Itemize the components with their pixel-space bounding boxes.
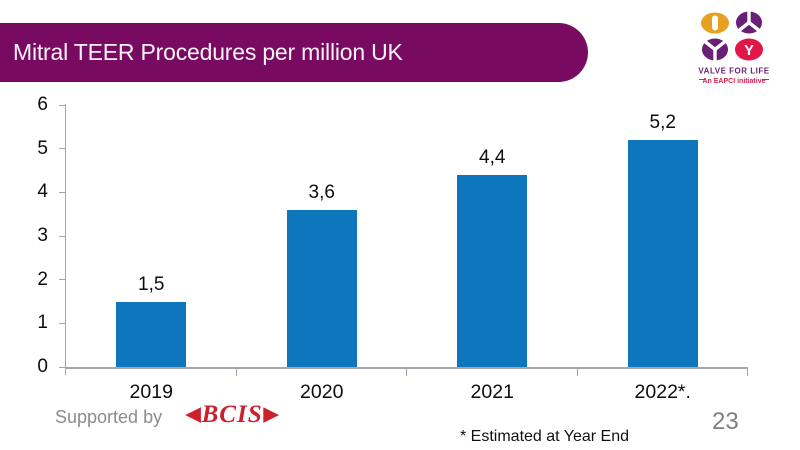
bar-value-label: 1,5 xyxy=(138,273,165,295)
y-tick-label: 6 xyxy=(37,94,48,115)
eapci-initiative-label: An EAPCI initiative xyxy=(702,78,765,85)
title-banner: Mitral TEER Procedures per million UK xyxy=(0,23,588,82)
y-tick xyxy=(59,279,65,281)
y-tick-label: 1 xyxy=(37,312,48,334)
y-tick-label: 4 xyxy=(37,181,48,203)
bcis-left-arrow-icon: ◀ xyxy=(186,404,201,425)
y-tick-label: 3 xyxy=(37,225,48,246)
bar xyxy=(116,301,187,367)
y-tick xyxy=(59,235,65,237)
supported-by-label: Supported by xyxy=(55,407,163,427)
bcis-wordmark: BCIS xyxy=(201,401,263,428)
bar xyxy=(627,139,698,367)
x-tick xyxy=(406,368,407,376)
y-tick-label: 5 xyxy=(37,137,48,159)
valve-y-letter: Y xyxy=(744,42,754,59)
y-tick xyxy=(59,104,65,106)
x-axis xyxy=(66,367,748,369)
footnote: * Estimated at Year End xyxy=(460,428,629,445)
x-tick xyxy=(747,368,748,376)
x-category-label: 2019 xyxy=(129,381,173,403)
valve-crimson-y-icon: Y xyxy=(735,38,763,61)
x-tick xyxy=(235,368,237,376)
page-number: 23 xyxy=(712,408,739,435)
x-category-label: 2022*. xyxy=(634,381,691,403)
y-tick-label: 2 xyxy=(37,268,48,290)
bar-value-label: 4,4 xyxy=(479,146,506,168)
y-tick xyxy=(59,191,65,193)
x-category-label: 2021 xyxy=(470,381,514,403)
bar-value-label: 3,6 xyxy=(308,181,335,203)
valve-for-life-logo: Y VALVE FOR LIFE An EAPCI initiative xyxy=(698,10,769,85)
y-tick xyxy=(59,148,65,150)
bcis-logo: ◀ BCIS ▶ xyxy=(186,402,278,428)
y-tick xyxy=(59,322,65,324)
bar xyxy=(286,209,357,367)
valve-for-life-label: VALVE FOR LIFE xyxy=(698,67,769,76)
page-title: Mitral TEER Procedures per million UK xyxy=(13,39,403,65)
x-category-label: 2020 xyxy=(300,381,344,403)
bcis-right-arrow-icon: ▶ xyxy=(263,404,279,425)
valve-orange-i-icon xyxy=(701,12,729,34)
y-axis xyxy=(65,104,66,375)
valve-purple-inverted-y-icon xyxy=(736,10,762,34)
y-tick-label: 0 xyxy=(37,356,48,377)
y-tick xyxy=(59,366,65,368)
valve-purple-y-icon xyxy=(702,38,728,63)
bar-value-label: 5,2 xyxy=(649,111,676,133)
x-tick xyxy=(576,368,578,376)
bar xyxy=(457,174,528,367)
